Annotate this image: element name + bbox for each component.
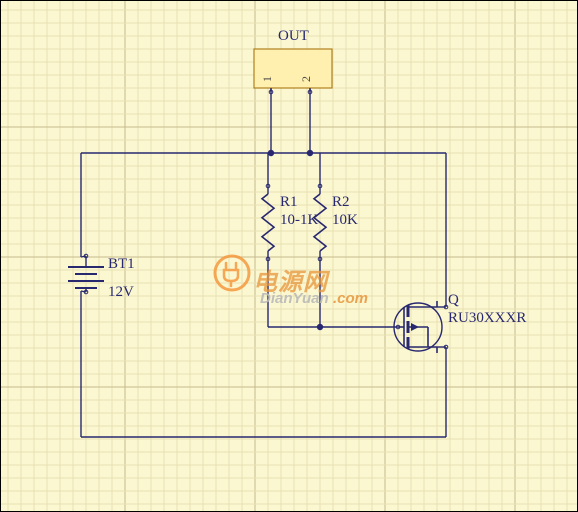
wire <box>81 291 86 292</box>
resistor-designator: R1 <box>280 194 298 210</box>
resistor-designator: R2 <box>332 194 350 210</box>
schematic-canvas: OUT12BT112VR110-1KR210KQRU30XXXR 电源网 Dia… <box>0 0 578 512</box>
connector-pin-number: 1 <box>260 76 274 82</box>
mosfet-value: RU30XXXR <box>448 310 526 326</box>
connector-label: OUT <box>278 28 309 44</box>
connector-pin-number: 2 <box>299 76 313 82</box>
junction <box>307 150 313 156</box>
battery-value: 12V <box>108 284 134 300</box>
mosfet-designator: Q <box>448 292 459 308</box>
junction <box>317 324 323 330</box>
wire <box>81 256 86 257</box>
schematic-svg: OUT 1 2 BT1 12V R1 10-1K R2 10K Q RU30XXXR <box>0 0 578 512</box>
resistor-value: 10K <box>332 212 358 228</box>
battery-designator: BT1 <box>108 256 135 272</box>
junction <box>268 150 274 156</box>
resistor-value: 10-1K <box>280 212 318 228</box>
